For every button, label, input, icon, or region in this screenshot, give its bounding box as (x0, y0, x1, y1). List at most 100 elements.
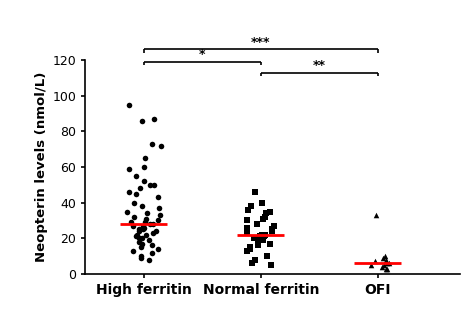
Point (150, 116, 157, 122)
Point (136, 227, 143, 232)
Point (367, 262, 375, 268)
Point (140, 179, 147, 184)
Point (132, 234, 140, 239)
Point (151, 182, 158, 187)
Point (251, 235, 258, 241)
Point (145, 257, 152, 262)
Point (132, 173, 139, 179)
Point (248, 203, 255, 209)
Point (246, 244, 254, 250)
Point (137, 244, 145, 250)
Point (144, 211, 151, 216)
Point (148, 250, 156, 255)
Point (246, 246, 254, 252)
Point (130, 200, 137, 205)
Point (156, 212, 164, 218)
Point (125, 189, 132, 195)
Point (138, 203, 146, 209)
Point (127, 219, 135, 225)
Point (138, 118, 146, 123)
Point (152, 228, 159, 234)
Point (383, 266, 390, 271)
Point (259, 237, 266, 243)
Point (383, 266, 391, 271)
Point (259, 216, 267, 221)
Point (125, 166, 133, 171)
Point (244, 225, 251, 230)
Point (266, 209, 273, 214)
Point (383, 257, 390, 262)
Point (385, 261, 393, 266)
Text: *: * (199, 48, 206, 61)
Point (264, 254, 271, 259)
Point (148, 243, 155, 248)
Point (136, 239, 143, 244)
Point (382, 254, 389, 259)
Point (123, 209, 131, 214)
Point (155, 205, 163, 211)
Point (143, 232, 150, 237)
Point (256, 234, 264, 239)
Point (261, 214, 269, 219)
Point (138, 235, 146, 241)
Point (262, 211, 269, 216)
Point (133, 191, 140, 196)
Point (148, 141, 155, 147)
Point (135, 235, 143, 241)
Point (142, 216, 149, 221)
Point (149, 221, 156, 227)
Point (157, 143, 164, 148)
Point (140, 164, 148, 170)
Point (155, 246, 162, 252)
Point (146, 237, 153, 243)
Point (140, 225, 147, 230)
Point (125, 102, 133, 107)
Point (383, 261, 391, 266)
Point (380, 255, 387, 261)
Text: **: ** (313, 59, 326, 72)
Point (244, 248, 251, 254)
Point (139, 227, 147, 232)
Point (130, 223, 137, 228)
Point (129, 248, 137, 254)
Point (134, 232, 141, 237)
Point (139, 223, 146, 228)
Point (244, 230, 251, 235)
Point (255, 243, 262, 248)
Point (251, 189, 258, 195)
Point (155, 195, 162, 200)
Point (373, 212, 380, 218)
Point (380, 262, 387, 268)
Point (266, 241, 273, 246)
Point (248, 261, 255, 266)
Point (155, 218, 162, 223)
Point (146, 182, 154, 187)
Point (137, 254, 145, 259)
Point (136, 186, 144, 191)
Point (262, 232, 269, 237)
Point (371, 259, 379, 264)
Point (269, 228, 276, 234)
Point (378, 264, 385, 270)
Point (141, 219, 148, 225)
Text: ***: *** (251, 35, 271, 48)
Point (267, 262, 275, 268)
Point (244, 207, 252, 212)
Point (141, 155, 149, 161)
Point (260, 234, 268, 239)
Y-axis label: Neopterin levels (nmol/L): Neopterin levels (nmol/L) (35, 72, 48, 262)
Point (258, 200, 265, 205)
Point (146, 221, 154, 227)
Point (259, 232, 266, 237)
Point (254, 239, 262, 244)
Point (138, 241, 146, 246)
Point (271, 223, 278, 228)
Point (250, 235, 258, 241)
Point (149, 230, 157, 235)
Point (251, 257, 258, 262)
Point (243, 218, 251, 223)
Point (268, 227, 276, 232)
Point (130, 214, 138, 219)
Point (253, 221, 260, 227)
Point (137, 255, 145, 261)
